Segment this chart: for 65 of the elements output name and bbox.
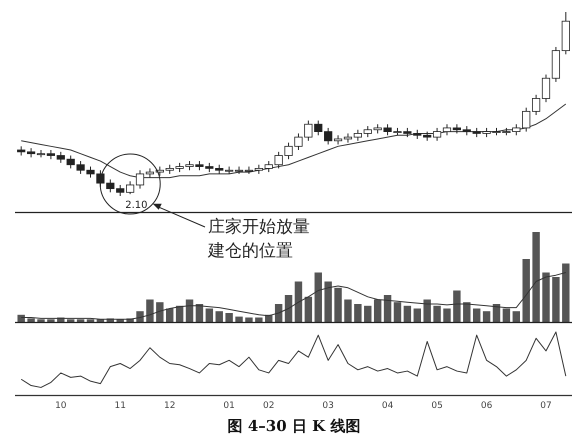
bar — [552, 277, 560, 322]
bar — [404, 306, 412, 322]
bar — [186, 300, 194, 322]
bar — [66, 319, 74, 322]
bar — [423, 300, 431, 322]
x-tick-label: 02 — [263, 401, 274, 411]
text: 图 4–30 日 K 线图 — [228, 417, 360, 435]
bar — [364, 306, 372, 322]
bar — [176, 306, 184, 322]
bar — [255, 318, 263, 322]
bar — [384, 295, 392, 322]
candlestick — [344, 132, 352, 144]
bar — [324, 282, 332, 322]
bar — [156, 302, 164, 322]
bar — [166, 308, 174, 322]
bar — [245, 318, 253, 322]
bar — [414, 308, 421, 322]
bar — [314, 272, 322, 322]
bar — [562, 264, 570, 322]
bar — [216, 311, 223, 322]
bar — [206, 308, 214, 322]
bar — [354, 304, 362, 322]
candlestick — [185, 160, 194, 171]
text: 2.10 — [125, 200, 148, 211]
bar — [472, 308, 480, 322]
bar — [433, 306, 441, 322]
x-tick-label: 01 — [223, 401, 235, 411]
bar — [374, 300, 382, 322]
candlestick — [442, 124, 452, 136]
bar — [274, 304, 282, 322]
x-tick-label: 03 — [322, 401, 334, 411]
bar — [344, 300, 352, 322]
candlestick — [136, 170, 144, 190]
bar — [235, 316, 243, 322]
bar — [294, 282, 302, 322]
x-tick-label: 10 — [55, 401, 67, 411]
x-tick-label: 12 — [164, 401, 176, 411]
bar — [27, 318, 35, 322]
annotation: 庄家开始放量建仓的位置 — [207, 217, 310, 261]
bar — [542, 272, 550, 322]
bar — [47, 319, 55, 322]
bar — [532, 232, 540, 322]
bar — [334, 288, 342, 322]
bar — [17, 314, 25, 322]
bar — [284, 295, 292, 322]
x-tick-label: 07 — [540, 401, 552, 411]
bar — [76, 319, 84, 322]
bar — [304, 296, 312, 322]
bar — [225, 313, 233, 322]
candlestick — [86, 166, 95, 178]
x-tick-label: 05 — [431, 401, 443, 411]
bar — [453, 290, 461, 322]
bar — [443, 308, 451, 322]
bar — [502, 308, 510, 322]
x-tick-label: 06 — [480, 401, 493, 411]
candlestick — [542, 74, 550, 103]
x-tick-label: 04 — [382, 401, 394, 411]
bar — [522, 259, 530, 322]
bar — [512, 311, 520, 322]
x-tick-label: 11 — [114, 401, 126, 411]
bar — [394, 302, 402, 322]
bar — [463, 302, 471, 322]
bar — [196, 304, 204, 322]
bar — [482, 311, 490, 322]
bar — [146, 300, 154, 322]
